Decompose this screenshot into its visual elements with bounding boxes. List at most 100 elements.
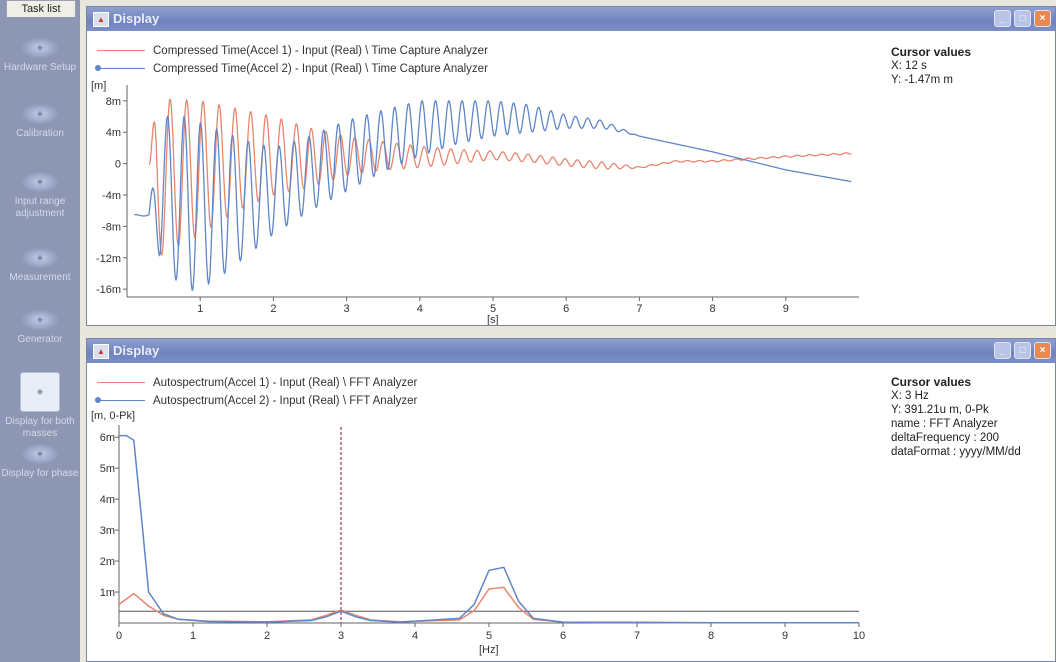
x-tick-label: 0 bbox=[116, 630, 122, 642]
y-tick-label: 4m bbox=[100, 494, 115, 506]
minimize-button[interactable]: _ bbox=[994, 342, 1011, 359]
task-icon: ◈ bbox=[22, 38, 58, 58]
series-line bbox=[134, 99, 852, 291]
y-tick-label: 3m bbox=[100, 525, 115, 537]
cursor-value-line: X: 3 Hz bbox=[891, 390, 929, 402]
close-button[interactable]: × bbox=[1034, 10, 1051, 27]
x-tick-label: 2 bbox=[270, 303, 276, 315]
y-tick-label: 4m bbox=[106, 127, 121, 139]
x-tick-label: 5 bbox=[486, 630, 492, 642]
task-list-item[interactable]: ◈ Display for both masses bbox=[0, 372, 80, 440]
display-window-icon: ▲ bbox=[93, 344, 109, 359]
y-tick-label: -4m bbox=[102, 190, 121, 202]
legend-entry-series2[interactable]: Compressed Time(Accel 2) - Input (Real) … bbox=[95, 61, 488, 77]
task-list-item-label: Display for phase bbox=[1, 468, 79, 479]
window-titlebar[interactable]: ▲ Display _ □ × bbox=[87, 339, 1055, 363]
y-tick-label: 0 bbox=[115, 159, 121, 171]
task-icon: ◈ bbox=[22, 172, 58, 192]
task-icon: ◈ bbox=[20, 372, 60, 412]
task-list-panel: Task list ◈ Hardware Setup ◈ Calibration ◈ In… bbox=[0, 0, 80, 662]
task-icon: ◈ bbox=[22, 104, 58, 124]
task-list-item-label: Display for both masses bbox=[5, 416, 75, 439]
display-window-fft: ▲ Display _ □ × Autospectrum(Accel 1) - … bbox=[86, 338, 1056, 662]
x-tick-label: 1 bbox=[197, 303, 203, 315]
x-axis-label: [Hz] bbox=[479, 644, 499, 656]
display-window-icon: ▲ bbox=[93, 12, 109, 27]
legend-entry-series1[interactable]: Compressed Time(Accel 1) - Input (Real) … bbox=[97, 43, 488, 59]
x-tick-label: 7 bbox=[636, 303, 642, 315]
fft-chart[interactable]: [m, 0-Pk] [Hz] 6m 5m 4m 3m 2m 1m 0 1 2 3 4 5 6 7 8 9 10 bbox=[87, 339, 887, 661]
legend-marker-icon bbox=[95, 397, 145, 404]
task-icon: ◈ bbox=[22, 248, 58, 268]
x-tick-label: 7 bbox=[634, 630, 640, 642]
x-axis-label: [s] bbox=[487, 314, 499, 325]
task-list-item[interactable]: ◈ Measurement bbox=[0, 248, 80, 284]
y-tick-label: 5m bbox=[100, 463, 115, 475]
close-button[interactable]: × bbox=[1034, 342, 1051, 359]
y-tick-label: -8m bbox=[102, 221, 121, 233]
window-titlebar[interactable]: ▲ Display _ □ × bbox=[87, 7, 1055, 31]
x-tick-label: 9 bbox=[783, 303, 789, 315]
legend-marker-icon bbox=[95, 65, 145, 72]
task-icon: ◈ bbox=[22, 444, 58, 464]
task-list-item-label: Calibration bbox=[16, 128, 64, 139]
task-list-item[interactable]: ◈ Generator bbox=[0, 310, 80, 346]
legend-entry-series2[interactable]: Autospectrum(Accel 2) - Input (Real) \ F… bbox=[95, 393, 417, 409]
legend-line-icon bbox=[97, 50, 145, 52]
x-tick-label: 3 bbox=[344, 303, 350, 315]
window-title: Display bbox=[113, 343, 160, 358]
x-tick-label: 5 bbox=[490, 303, 496, 315]
y-tick-label: 6m bbox=[100, 432, 115, 444]
y-axis-label: [m] bbox=[91, 80, 106, 92]
display-window-time: ▲ Display _ □ × Compressed Time(Accel 1)… bbox=[86, 6, 1056, 326]
x-tick-label: 4 bbox=[412, 630, 418, 642]
window-title: Display bbox=[113, 11, 160, 26]
task-list-item-label: Hardware Setup bbox=[3, 62, 77, 73]
x-tick-label: 4 bbox=[417, 303, 423, 315]
y-tick-label: -16m bbox=[96, 284, 121, 296]
x-tick-label: 10 bbox=[853, 630, 865, 642]
y-tick-label: 1m bbox=[100, 587, 115, 599]
x-tick-label: 1 bbox=[190, 630, 196, 642]
y-tick-label: 2m bbox=[100, 556, 115, 568]
series-line bbox=[148, 98, 852, 256]
x-tick-label: 2 bbox=[264, 630, 270, 642]
x-tick-label: 8 bbox=[708, 630, 714, 642]
series-line bbox=[118, 586, 859, 624]
cursor-value-line: X: 12 s bbox=[891, 60, 927, 72]
minimize-button[interactable]: _ bbox=[994, 10, 1011, 27]
cursor-value-line: Y: 391.21u m, 0-Pk bbox=[891, 404, 989, 416]
y-tick-label: -12m bbox=[96, 253, 121, 265]
cursor-values-panel: Cursor values X: 12 s Y: -1.47m m bbox=[891, 45, 971, 87]
y-axis-label: [m, 0-Pk] bbox=[91, 410, 135, 422]
series-line bbox=[119, 434, 859, 624]
task-list-item[interactable]: ◈ Calibration bbox=[0, 104, 80, 140]
maximize-button[interactable]: □ bbox=[1014, 10, 1031, 27]
x-tick-label: 3 bbox=[338, 630, 344, 642]
x-tick-label: 6 bbox=[560, 630, 566, 642]
task-list-item[interactable]: ◈ Input range adjustment bbox=[0, 172, 80, 220]
task-list-item[interactable]: ◈ Hardware Setup bbox=[0, 38, 80, 74]
task-list-item-label: Measurement bbox=[9, 272, 71, 283]
task-list-item-label: Generator bbox=[17, 334, 63, 345]
x-tick-label: 8 bbox=[710, 303, 716, 315]
cursor-values-heading: Cursor values bbox=[891, 45, 972, 59]
maximize-button[interactable]: □ bbox=[1014, 342, 1031, 359]
task-list-item[interactable]: ◈ Display for phase bbox=[0, 444, 80, 480]
task-list-tab[interactable]: Task list bbox=[6, 0, 76, 17]
time-chart[interactable]: [m] [s] 8m 4m 0 -4m -8m -12m -16m 1 2 3 4 5 6 7 8 9 bbox=[87, 7, 887, 325]
cursor-values-heading: Cursor values bbox=[891, 375, 972, 389]
task-list-item-label: Input range adjustment bbox=[14, 196, 66, 219]
task-icon: ◈ bbox=[22, 310, 58, 330]
cursor-value-line: name : FFT Analyzer bbox=[891, 418, 998, 430]
cursor-value-line: deltaFrequency : 200 bbox=[891, 432, 1000, 444]
cursor-value-line: Y: -1.47m m bbox=[891, 74, 953, 86]
x-tick-label: 9 bbox=[782, 630, 788, 642]
y-tick-label: 8m bbox=[106, 96, 121, 108]
legend-line-icon bbox=[97, 382, 145, 384]
legend-entry-series1[interactable]: Autospectrum(Accel 1) - Input (Real) \ F… bbox=[97, 375, 417, 391]
x-tick-label: 6 bbox=[563, 303, 569, 315]
cursor-values-panel: Cursor values X: 3 Hz Y: 391.21u m, 0-Pk… bbox=[891, 375, 1021, 459]
cursor-value-line: dataFormat : yyyy/MM/dd bbox=[891, 446, 1021, 458]
